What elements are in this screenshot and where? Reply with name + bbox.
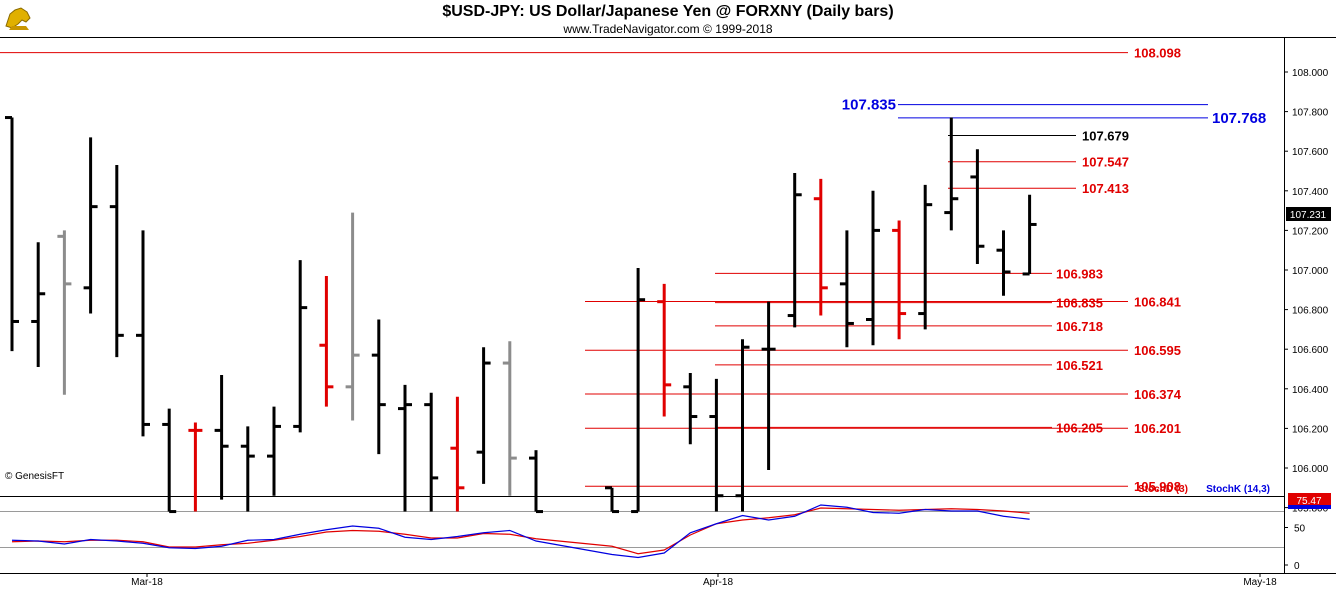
price-axis: 108.000 107.800 107.600 107.400 107.200 107.0… <box>1284 68 1329 515</box>
ohlc-bar <box>319 275 334 407</box>
stoch-last-badge-k <box>1288 505 1331 509</box>
chart-subtitle: www.TradeNavigator.com © 1999-2018 <box>563 22 773 36</box>
ohlc-bar <box>267 406 281 496</box>
ohlc-bar <box>918 184 933 330</box>
level-label: 107.768 <box>1212 110 1266 127</box>
ohlc-bar <box>502 341 517 496</box>
price-tick-label: 107.200 <box>1292 226 1329 237</box>
time-axis: Mar-18 Apr-18 May-18 <box>131 573 1277 588</box>
level-label: 106.718 <box>1056 319 1103 334</box>
legend-stochd: StochD (3) <box>1138 484 1188 495</box>
ohlc-bar <box>371 319 386 455</box>
stoch-tick-label: 0 <box>1294 561 1300 572</box>
ohlc-bar <box>1022 194 1037 276</box>
time-tick-label: May-18 <box>1243 577 1277 588</box>
level-label: 106.835 <box>1056 296 1103 311</box>
price-tick-label: 107.400 <box>1292 187 1329 198</box>
ohlc-bar <box>683 372 698 445</box>
ohlc-bar <box>240 426 255 512</box>
level-label: 108.098 <box>1134 46 1181 61</box>
price-tick-label: 106.200 <box>1292 424 1329 435</box>
chart-title: $USD-JPY: US Dollar/Japanese Yen @ FORXN… <box>442 3 894 20</box>
price-tick-label: 108.000 <box>1292 68 1329 79</box>
level-label: 107.413 <box>1082 181 1129 196</box>
price-tick-label: 106.800 <box>1292 306 1329 317</box>
ohlc-bar <box>109 165 124 358</box>
ohlc-bar <box>709 378 724 512</box>
ohlc-bar <box>735 339 750 512</box>
price-tick-label: 107.800 <box>1292 108 1329 119</box>
time-tick-label: Apr-18 <box>703 577 733 588</box>
stochk-line <box>11 504 1030 559</box>
ohlc-bar <box>813 178 828 316</box>
level-label: 106.201 <box>1134 421 1181 436</box>
time-tick-label: Mar-18 <box>131 577 163 588</box>
level-label: 106.841 <box>1134 294 1181 309</box>
stoch-last-label: 75.47 <box>1296 496 1321 507</box>
level-label: 107.547 <box>1082 155 1129 170</box>
level-label: 106.521 <box>1056 358 1103 373</box>
ohlc-bar <box>424 392 439 512</box>
ohlc-bar <box>188 422 203 512</box>
ohlc-bar <box>31 242 46 368</box>
ohlc-bar <box>476 347 491 484</box>
level-label: 105.908 <box>1134 479 1181 494</box>
chart-header: $USD-JPY: US Dollar/Japanese Yen @ FORXN… <box>0 0 1336 38</box>
ohlc-bar <box>892 220 907 340</box>
price-tick-label: 106.000 <box>1292 464 1329 475</box>
ohlc-bar <box>996 230 1011 296</box>
ohlc-bar <box>345 212 360 421</box>
ohlc-bar <box>398 384 412 512</box>
last-price-badge <box>1286 207 1331 221</box>
ohlc-bar <box>529 450 543 514</box>
gold-bull-logo-icon <box>0 0 36 34</box>
ohlc-bar <box>657 283 672 417</box>
level-label: 106.595 <box>1134 343 1181 358</box>
ohlc-bar <box>214 374 229 500</box>
level-label: 107.835 <box>842 97 896 114</box>
last-price-label: 107.231 <box>1290 210 1327 221</box>
stoch-tick-label: 50 <box>1294 524 1306 535</box>
ohlc-bar <box>839 230 854 348</box>
ohlc-bar <box>970 149 985 265</box>
ohlc-bar <box>787 172 802 328</box>
watermark: © GenesisFT <box>5 471 64 482</box>
ohlc-bar <box>944 117 959 231</box>
price-levels: 108.098 107.835 107.768 107.679 107.547 107.4… <box>0 46 1266 494</box>
ohlc-bar <box>57 230 72 395</box>
ohlc-bar <box>450 396 465 512</box>
level-label: 106.374 <box>1134 387 1182 402</box>
level-label: 107.679 <box>1082 129 1129 144</box>
legend-stochk: StochK (14,3) <box>1206 484 1270 495</box>
ohlc-bar <box>866 190 880 346</box>
ohlc-bar <box>162 408 177 514</box>
ohlc-bar <box>5 116 19 352</box>
ohlc-bar <box>761 301 776 470</box>
price-tick-label: 107.600 <box>1292 147 1329 158</box>
price-tick-label: 106.600 <box>1292 345 1329 356</box>
ohlc-bar <box>605 486 619 514</box>
price-tick-label: 107.000 <box>1292 266 1329 277</box>
stoch-last-badge <box>1288 493 1331 507</box>
stochd-line <box>11 507 1030 555</box>
price-bars <box>5 116 1037 514</box>
stochastic-panel: 50 0 <box>11 504 1306 572</box>
ohlc-bar <box>631 268 646 514</box>
price-tick-label: 105.800 <box>1292 504 1329 515</box>
ohlc-bar <box>83 137 98 314</box>
ohlc-bar <box>293 260 308 433</box>
level-label: 106.983 <box>1056 266 1103 281</box>
price-tick-label: 106.400 <box>1292 385 1329 396</box>
ohlc-bar <box>136 230 150 437</box>
